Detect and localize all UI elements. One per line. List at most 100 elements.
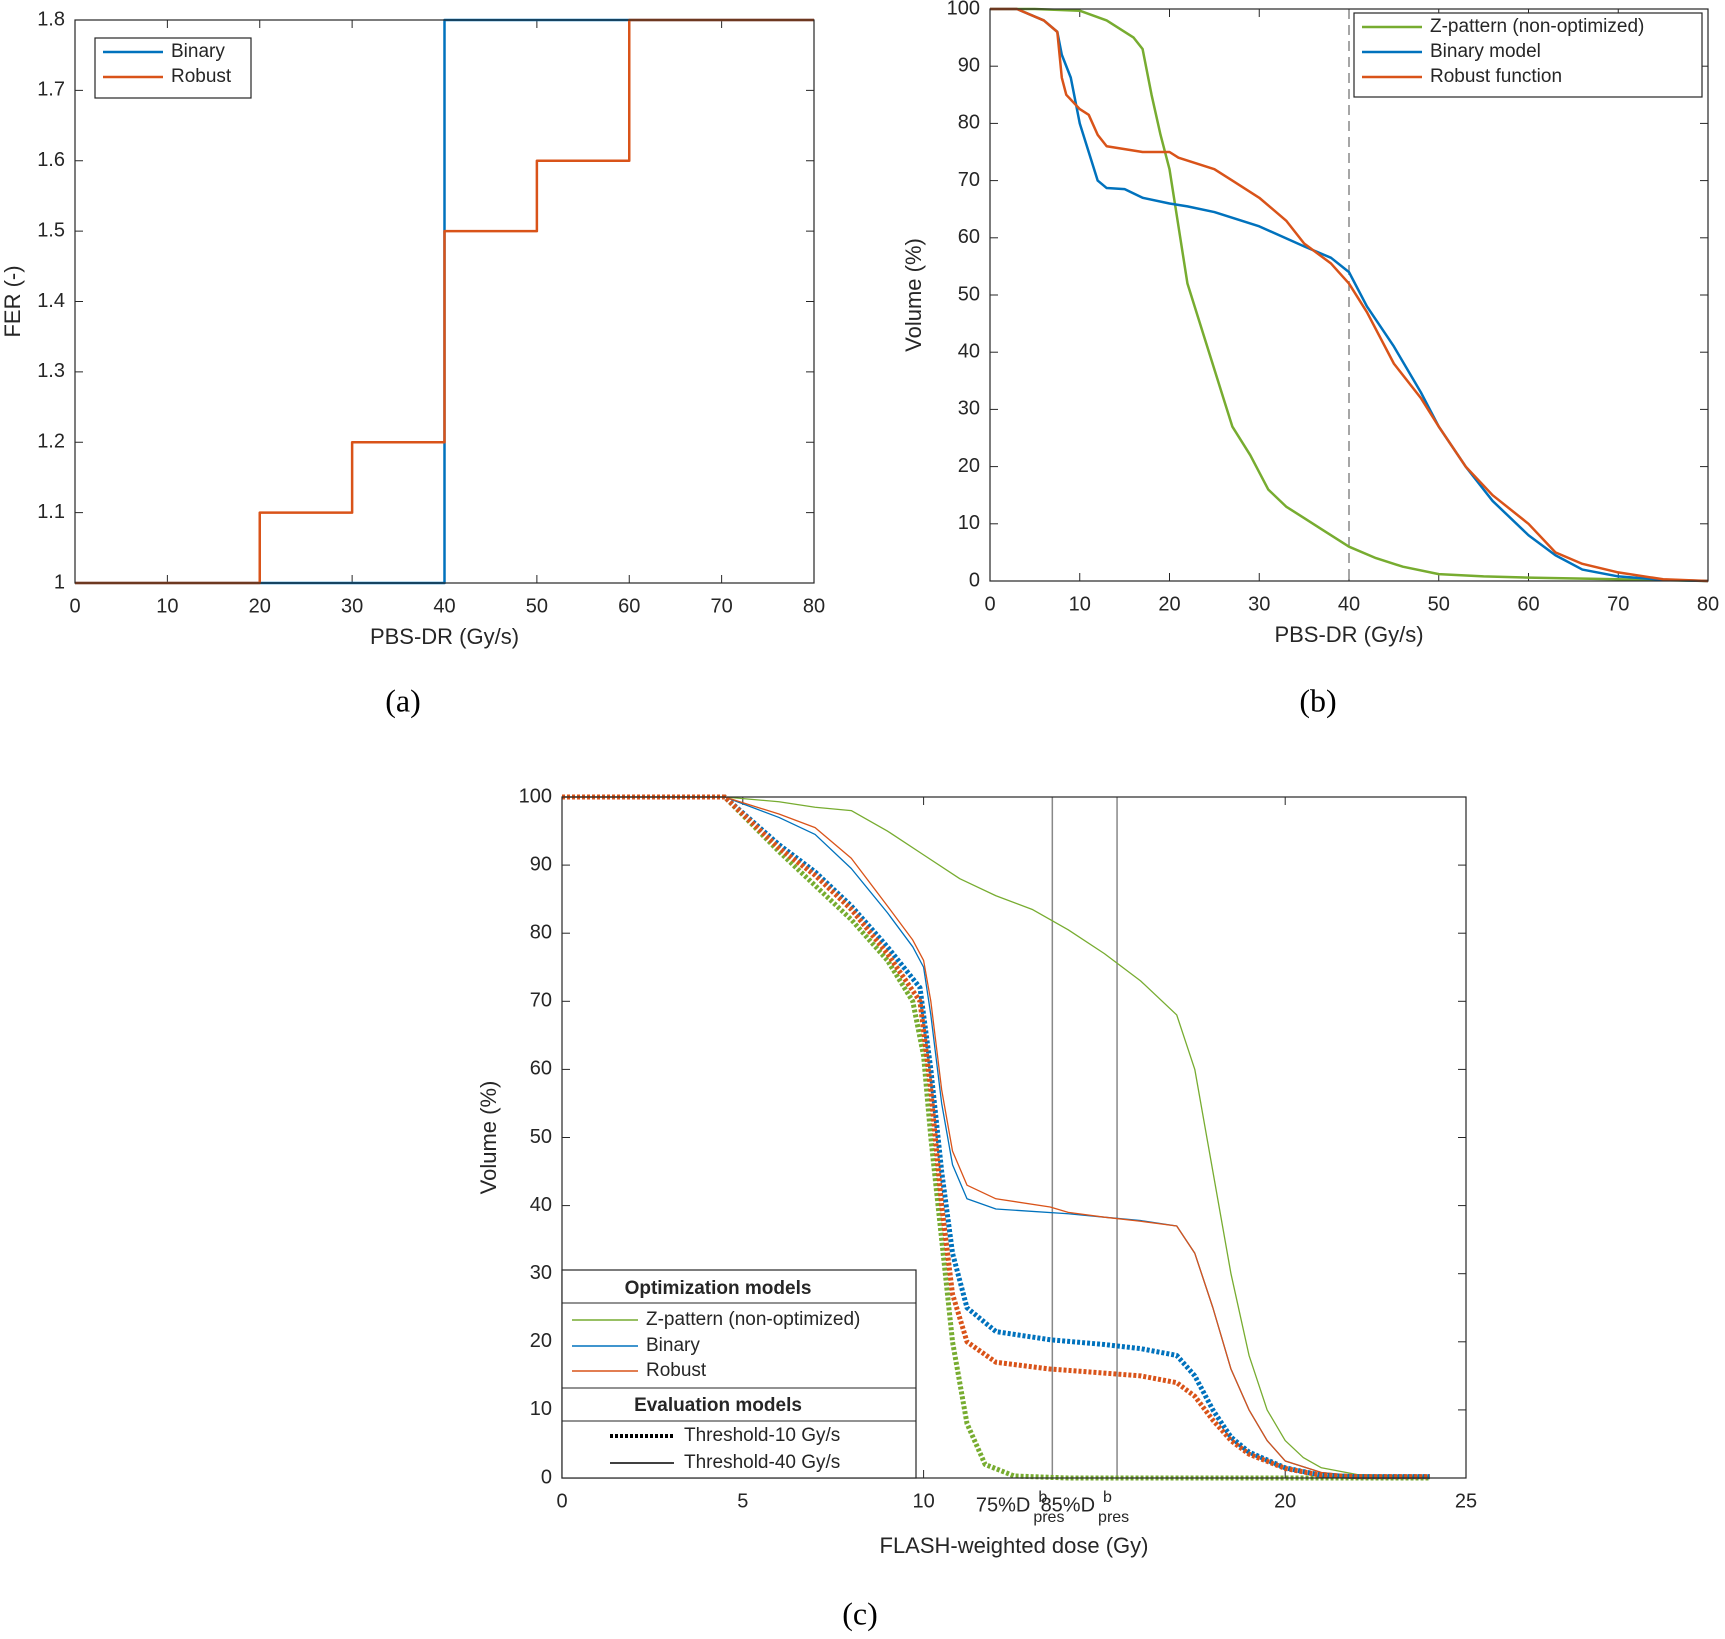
y-tick-label: 0	[541, 1466, 552, 1488]
legend-label: Threshold-40 Gy/s	[684, 1452, 840, 1473]
y-tick-label: 80	[530, 921, 552, 943]
x-tick-label: 0	[556, 1490, 567, 1512]
x-tick-label: 30	[1248, 593, 1270, 615]
y-tick-label: 1.3	[37, 360, 65, 382]
y-tick-label: 10	[958, 512, 980, 534]
y-tick-label: 30	[530, 1262, 552, 1284]
annotation-sup: b	[1038, 1489, 1047, 1506]
series-line	[990, 7, 1709, 583]
y-tick-label: 1.1	[37, 501, 65, 523]
annotation-sub: pres	[1098, 1509, 1129, 1526]
y-tick-label: 50	[958, 283, 980, 305]
legend-label: Robust	[646, 1360, 707, 1381]
legend-label: Binary model	[1430, 41, 1541, 62]
x-tick-label: 40	[433, 595, 455, 617]
y-tick-label: 70	[958, 169, 980, 191]
x-tick-label: 80	[803, 595, 825, 617]
x-tick-label: 10	[156, 595, 178, 617]
y-axis-label: Volume (%)	[901, 238, 926, 352]
legend-heading: Optimization models	[625, 1278, 812, 1299]
y-tick-label: 90	[530, 853, 552, 875]
x-axis-label: PBS-DR (Gy/s)	[370, 624, 519, 649]
x-tick-label: 70	[1607, 593, 1629, 615]
y-tick-label: 50	[530, 1126, 552, 1148]
legend-label: Z-pattern (non-optimized)	[1430, 16, 1644, 37]
legend-label: Robust	[171, 66, 232, 87]
x-tick-label: 10	[912, 1490, 934, 1512]
series-line	[990, 7, 1709, 583]
y-tick-label: 40	[958, 340, 980, 362]
y-tick-label: 100	[947, 0, 980, 19]
caption: (a)	[385, 682, 421, 718]
subplot: 0 10 20 30 40 50 60 70 80 0 10 20 30 40 50 60 70 80 90 100 P…	[901, 0, 1719, 718]
caption: (c)	[842, 1595, 878, 1631]
series-line	[562, 794, 1430, 1481]
y-tick-label: 20	[958, 455, 980, 477]
x-tick-label: 5	[737, 1490, 748, 1512]
y-tick-label: 1	[54, 571, 65, 593]
legend-label: Threshold-10 Gy/s	[684, 1425, 840, 1446]
y-tick-label: 0	[969, 569, 980, 591]
x-tick-label: 60	[1517, 593, 1539, 615]
x-tick-label: 50	[1428, 593, 1450, 615]
x-axis-label: FLASH-weighted dose (Gy)	[880, 1533, 1149, 1558]
annotation-sub: pres	[1033, 1509, 1064, 1526]
y-axis-label: FER (-)	[0, 265, 25, 337]
y-tick-label: 10	[530, 1398, 552, 1420]
legend-box	[561, 1269, 917, 1479]
y-tick-label: 1.4	[37, 290, 65, 312]
legend-heading: Evaluation models	[634, 1395, 802, 1416]
axes-frame	[561, 796, 1467, 1479]
legend-label: Robust function	[1430, 66, 1562, 87]
x-axis-label: PBS-DR (Gy/s)	[1274, 622, 1423, 647]
series-line	[562, 796, 1430, 1478]
x-tick-label: 20	[1158, 593, 1180, 615]
y-tick-label: 1.5	[37, 219, 65, 241]
x-tick-label: 40	[1338, 593, 1360, 615]
legend-label: Binary	[171, 41, 225, 62]
y-axis-label: Volume (%)	[476, 1081, 501, 1195]
series-line	[562, 796, 1430, 1478]
axes-frame	[74, 19, 815, 584]
y-tick-label: 1.8	[37, 8, 65, 30]
series-line	[75, 18, 814, 585]
x-tick-label: 30	[341, 595, 363, 617]
x-tick-label: 50	[526, 595, 548, 617]
caption: (b)	[1299, 682, 1336, 718]
y-tick-label: 1.2	[37, 431, 65, 453]
plot-area	[990, 9, 1708, 581]
x-tick-label: 10	[1069, 593, 1091, 615]
x-tick-label: 70	[711, 595, 733, 617]
y-tick-label: 1.6	[37, 149, 65, 171]
annotation: 75%D	[976, 1494, 1030, 1516]
legend-label: Z-pattern (non-optimized)	[646, 1309, 860, 1330]
y-tick-label: 1.7	[37, 79, 65, 101]
y-tick-label: 60	[958, 226, 980, 248]
x-tick-label: 0	[984, 593, 995, 615]
y-tick-label: 90	[958, 54, 980, 76]
y-tick-label: 70	[530, 990, 552, 1012]
x-tick-label: 20	[249, 595, 271, 617]
y-tick-label: 40	[530, 1194, 552, 1216]
axes-frame	[989, 8, 1709, 582]
y-tick-label: 80	[958, 112, 980, 134]
x-tick-label: 60	[618, 595, 640, 617]
x-tick-label: 80	[1697, 593, 1719, 615]
legend-box	[94, 37, 252, 99]
subplot: 0 5 10 20 25 0 10 20 30 40 50 60 70 80 90 100 FLASH-weig…	[476, 785, 1477, 1631]
y-tick-label: 60	[530, 1058, 552, 1080]
subplot: 0 10 20 30 40 50 60 70 80 1 1.1 1.2 1.3 1.4 1.5 1.6 1.7 1…	[0, 8, 825, 718]
x-tick-label: 25	[1455, 1490, 1477, 1512]
series-line	[562, 794, 1430, 1480]
legend-label: Binary	[646, 1335, 700, 1356]
annotation: 85%D	[1041, 1494, 1095, 1516]
y-tick-label: 20	[530, 1330, 552, 1352]
y-tick-label: 100	[519, 785, 552, 807]
series-line	[990, 7, 1709, 583]
x-tick-label: 0	[69, 595, 80, 617]
x-tick-label: 20	[1274, 1490, 1296, 1512]
y-tick-label: 30	[958, 398, 980, 420]
annotation-sup: b	[1103, 1489, 1112, 1506]
